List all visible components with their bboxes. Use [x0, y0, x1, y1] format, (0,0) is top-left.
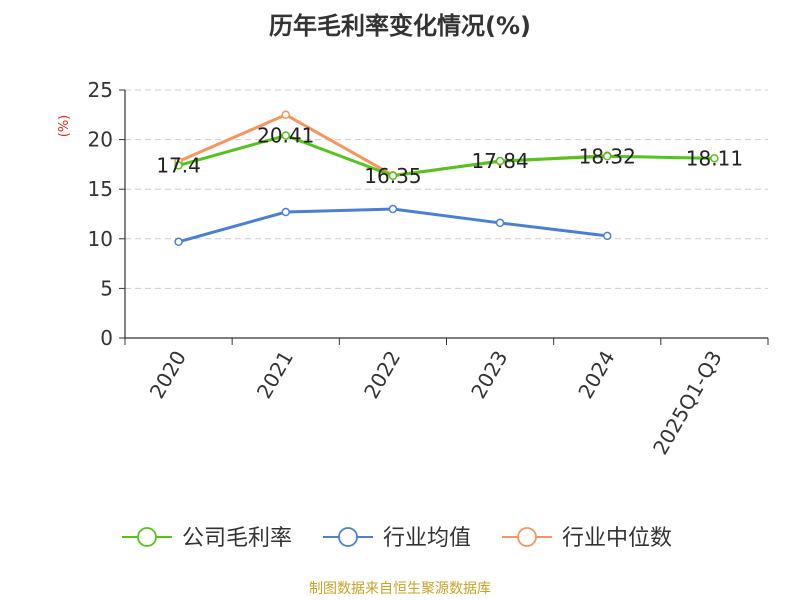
legend-item-行业均值[interactable]: 行业均值 [323, 526, 471, 551]
data-labels: 17.4 20.41 16.35 17.84 18.32 18.11 [156, 124, 743, 188]
x-tick-label-2024: 2024 [573, 347, 619, 403]
legend-label: 公司毛利率 [182, 526, 292, 551]
legend-swatch-marker [137, 527, 157, 547]
data-label-2021: 20.41 [257, 124, 314, 148]
point-公司毛利率-2020 [174, 161, 183, 170]
series-line-行业均值 [178, 207, 608, 244]
legend-item-公司毛利率[interactable]: 公司毛利率 [122, 526, 292, 551]
x-tick-label-2023: 2023 [466, 347, 512, 403]
point-行业均值-2024 [603, 231, 612, 241]
point-公司毛利率-2025Q1-Q3 [710, 154, 719, 163]
y-tick-label-10: 10 [88, 227, 113, 251]
point-公司毛利率-2022 [388, 171, 398, 181]
y-tick-label-20: 20 [88, 128, 113, 152]
legend-label: 行业中位数 [562, 526, 672, 551]
source-note: 制图数据来自恒生聚源数据库 [309, 581, 491, 597]
point-行业均值-2020 [174, 237, 183, 247]
y-tick-label-15: 15 [88, 177, 113, 201]
legend-item-行业中位数[interactable]: 行业中位数 [502, 526, 672, 551]
data-label-2023: 17.84 [471, 149, 528, 173]
data-label-2022: 16.35 [364, 164, 421, 188]
point-行业中位数-2021 [281, 110, 290, 120]
point-行业均值-2023 [495, 218, 505, 228]
point-公司毛利率-2021 [281, 131, 290, 140]
series-line-公司毛利率 [178, 134, 715, 178]
chart-title: 历年毛利率变化情况(%) [269, 12, 531, 40]
data-label-2020: 17.4 [156, 153, 201, 177]
x-tick-label-2022: 2022 [359, 347, 405, 403]
legend-label: 行业均值 [383, 526, 471, 551]
x-tick-label-2021: 2021 [252, 347, 298, 403]
y-tick-label-25: 25 [88, 78, 113, 102]
y-tick-label-0: 0 [100, 326, 113, 350]
axes: 0 5 10 15 20 25 2020 2021 2022 2023 2024 2025Q1-Q3 [88, 78, 769, 459]
point-公司毛利率-2023 [495, 156, 505, 166]
data-label-2024: 18.32 [579, 144, 636, 168]
x-tick-label-2020: 2020 [145, 347, 191, 403]
point-行业均值-2022 [388, 204, 398, 214]
point-公司毛利率-2024 [603, 152, 612, 161]
y-unit-label: (%) [57, 115, 72, 138]
data-label-2025Q1-Q3: 18.11 [686, 146, 743, 170]
series-group [174, 110, 719, 247]
x-tick-label-2025Q1-Q3: 2025Q1-Q3 [648, 347, 727, 459]
legend-swatch-marker [517, 527, 537, 547]
legend-swatch-marker [338, 527, 358, 547]
y-tick-label-5: 5 [100, 276, 113, 300]
legend[interactable]: 公司毛利率 行业均值 行业中位数 [122, 526, 672, 551]
grid-lines [125, 89, 768, 289]
point-行业均值-2021 [281, 207, 290, 217]
